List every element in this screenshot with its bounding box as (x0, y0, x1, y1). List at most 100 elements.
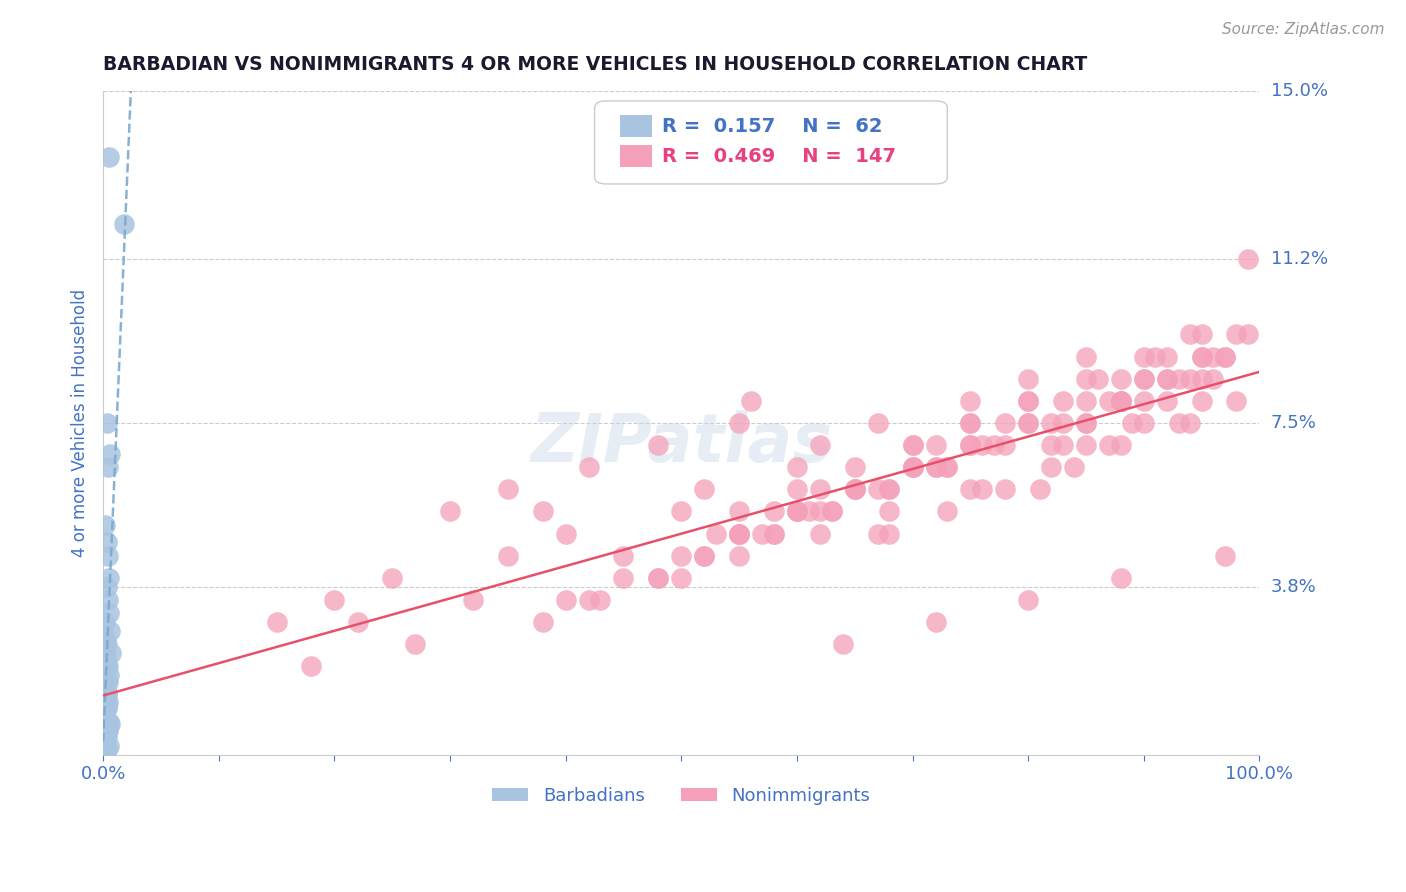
Point (98, 447, 121, 461)
Point (381, 571, 404, 585)
Point (704, 526, 727, 541)
Point (728, 526, 751, 541)
Point (1074, 393, 1097, 408)
Point (1109, 438, 1132, 452)
Point (936, 460, 959, 475)
Point (1178, 416, 1201, 430)
Point (1225, 327, 1247, 342)
Point (94, 640, 117, 654)
Point (96, 673, 118, 687)
Point (693, 483, 716, 497)
Point (96, 535, 118, 549)
Point (94, 644, 117, 658)
Point (96, 699, 118, 714)
Point (1087, 372, 1109, 386)
Point (97, 722, 120, 736)
Point (1040, 438, 1063, 452)
Point (496, 549, 519, 563)
Point (808, 438, 831, 452)
Point (1133, 350, 1156, 364)
Point (647, 571, 669, 585)
Point (901, 460, 924, 475)
Point (879, 504, 901, 518)
Point (531, 504, 554, 518)
Point (879, 483, 901, 497)
Point (94, 704, 117, 718)
Point (1109, 393, 1132, 408)
Point (1074, 350, 1097, 364)
Point (994, 483, 1017, 497)
Point (1213, 350, 1236, 364)
Point (589, 593, 612, 607)
Point (1167, 372, 1189, 386)
Point (98, 624, 121, 638)
Point (808, 526, 831, 541)
Point (94, 679, 117, 693)
Point (1202, 350, 1225, 364)
Point (1074, 416, 1097, 430)
Point (1109, 393, 1132, 408)
Point (844, 460, 866, 475)
Point (1133, 372, 1156, 386)
Point (97, 571, 120, 585)
Point (808, 504, 831, 518)
Point (671, 571, 693, 585)
Point (94, 670, 117, 684)
Point (112, 217, 135, 231)
Point (1178, 327, 1201, 342)
Point (1017, 372, 1039, 386)
Point (762, 526, 785, 541)
Point (531, 615, 554, 629)
Point (346, 615, 368, 629)
FancyBboxPatch shape (595, 101, 948, 184)
Point (1213, 350, 1236, 364)
Point (925, 460, 948, 475)
Point (959, 438, 981, 452)
Point (94, 681, 117, 696)
Point (97, 723, 120, 738)
Text: 3.8%: 3.8% (1271, 578, 1316, 596)
Point (866, 483, 889, 497)
Point (1178, 372, 1201, 386)
Point (94, 692, 117, 706)
Point (959, 393, 981, 408)
Point (693, 549, 716, 563)
Point (936, 504, 959, 518)
Point (647, 438, 669, 452)
Point (97, 607, 120, 621)
Point (94, 615, 117, 629)
Point (97, 674, 120, 689)
Point (1237, 252, 1260, 267)
Point (94, 713, 117, 727)
Point (96, 719, 118, 733)
Point (1017, 416, 1039, 430)
Point (96, 688, 118, 702)
Point (299, 659, 322, 673)
Point (959, 416, 981, 430)
Point (96, 686, 118, 700)
Text: R =  0.469    N =  147: R = 0.469 N = 147 (662, 146, 896, 166)
Point (97, 593, 120, 607)
Point (612, 571, 634, 585)
Point (94, 728, 117, 742)
Point (693, 549, 716, 563)
Point (94, 635, 117, 649)
Point (97, 668, 120, 682)
Point (96, 580, 118, 594)
Point (728, 526, 751, 541)
Point (1029, 483, 1052, 497)
Point (97, 739, 120, 753)
Point (97, 695, 120, 709)
Point (786, 504, 808, 518)
Point (879, 483, 901, 497)
Point (94, 737, 117, 751)
Point (496, 483, 519, 497)
Point (844, 483, 866, 497)
Point (1017, 416, 1039, 430)
Point (94, 677, 117, 691)
Point (994, 416, 1017, 430)
Point (820, 504, 842, 518)
Point (728, 526, 751, 541)
Point (1074, 372, 1097, 386)
Point (97, 659, 120, 673)
